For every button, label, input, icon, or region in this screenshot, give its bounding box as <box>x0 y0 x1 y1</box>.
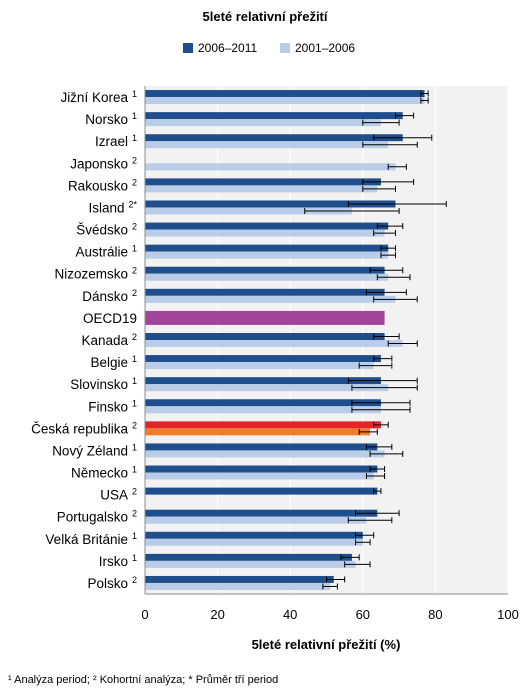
bar-2006-2011 <box>145 266 385 274</box>
x-tick-label: 40 <box>283 607 297 622</box>
bar-2006-2011 <box>145 178 381 186</box>
category-label: Švédsko 2 <box>76 222 137 238</box>
bar-2001-2006 <box>145 207 352 215</box>
bar-2006-2011 <box>145 134 403 142</box>
chart-title: 5leté relativní přežití <box>203 9 328 24</box>
bar-2006-2011 <box>145 531 363 539</box>
x-tick-label: 100 <box>497 607 519 622</box>
category-label: Německo 1 <box>71 465 137 481</box>
bar-2006-2011 <box>145 112 403 120</box>
bar-2001-2006 <box>145 97 425 105</box>
bar-2006-2011 <box>145 244 389 252</box>
category-label: Slovinsko 1 <box>70 376 137 392</box>
category-label: Nizozemsko 2 <box>54 266 137 282</box>
legend-swatch-2006 <box>183 43 193 53</box>
category-label: Austrálie 1 <box>75 244 137 260</box>
bar-2001-2006 <box>145 295 396 303</box>
bar-2006-2011 <box>145 222 389 230</box>
bar-2006-2011 <box>145 443 378 451</box>
bar-2001-2006 <box>145 450 385 458</box>
x-tick-labels: 0 20 40 60 80 100 <box>141 607 518 622</box>
bar-2001-2006 <box>145 251 389 259</box>
category-label: Polsko 2 <box>87 575 137 591</box>
bar-2001-2006 <box>145 362 374 370</box>
bar-2001-2006 <box>145 538 363 546</box>
category-label: Velká Británie 1 <box>45 531 137 547</box>
category-label: Kanada 2 <box>81 332 137 348</box>
bar-2001-2006 <box>145 472 374 480</box>
bar-2001-2006 <box>145 384 389 392</box>
bar-2001-2006 <box>145 406 381 414</box>
legend-swatch-2001 <box>280 43 290 53</box>
category-label: USA 2 <box>100 487 137 503</box>
category-label: Island 2* <box>88 199 137 215</box>
bar-2001-2006 <box>145 340 403 347</box>
bar-2001-2006 <box>145 428 371 436</box>
bar-2006-2011 <box>145 465 378 473</box>
category-label: Norsko 1 <box>85 111 137 127</box>
bar-2006-2011 <box>145 333 385 340</box>
category-label: Belgie 1 <box>90 354 137 370</box>
bar-2006-2011 <box>145 553 352 561</box>
bar-2006-2011 <box>145 90 425 98</box>
bar-2001-2006 <box>145 273 389 281</box>
category-label: Japonsko 2 <box>70 155 137 171</box>
footnote: ¹ Analýza period; ² Kohortní analýza; * … <box>8 674 279 686</box>
category-label: Nový Zéland 1 <box>52 442 137 458</box>
category-label: Dánsko 2 <box>82 288 137 304</box>
x-tick-label: 0 <box>141 607 148 622</box>
x-tick-label: 20 <box>210 607 224 622</box>
category-label: Jižní Korea 1 <box>60 89 137 105</box>
category-label: OECD19 <box>83 311 137 326</box>
category-label: Rakousko 2 <box>68 177 137 193</box>
category-label: Česká republika 2 <box>31 420 137 436</box>
bar-2001-2006 <box>145 229 385 237</box>
category-labels: Jižní Korea 1 Norsko 1 Izrael 1 Japonsko 2 Rakou… <box>31 89 137 591</box>
bar-2006-2011 <box>145 377 381 385</box>
bar-2001-2006 <box>145 560 356 568</box>
bar-2001-2006 <box>145 582 331 590</box>
category-label: Izrael 1 <box>95 133 137 149</box>
bar-oecd19 <box>145 310 385 325</box>
bar-2006-2011 <box>145 355 381 363</box>
x-tick-label: 60 <box>356 607 370 622</box>
x-axis-title: 5leté relativní přežití (%) <box>252 637 401 652</box>
bar-2001-2006 <box>145 516 367 524</box>
error-bars <box>304 90 447 590</box>
category-label: Irsko 1 <box>99 553 137 569</box>
bar-2006-2011 <box>145 509 378 517</box>
category-label: Portugalsko 2 <box>57 509 137 525</box>
bar-2001-2006 <box>145 185 378 193</box>
bars <box>145 90 425 590</box>
bar-2006-2011 <box>145 288 385 296</box>
bar-2006-2011 <box>145 487 378 495</box>
bar-2006-2011 <box>145 200 396 208</box>
legend-label-2006: 2006–2011 <box>198 41 258 55</box>
legend-label-2001: 2001–2006 <box>295 41 355 55</box>
bar-2006-2011 <box>145 575 334 583</box>
category-label: Finsko 1 <box>88 398 137 414</box>
bar-2001-2006 <box>145 141 389 149</box>
bar-2006-2011 <box>145 421 381 429</box>
legend: 2006–2011 2001–2006 <box>183 41 355 55</box>
bar-2001-2006 <box>145 119 381 127</box>
bar-2006-2011 <box>145 399 381 407</box>
bar-2001-2006 <box>145 163 396 171</box>
x-tick-label: 80 <box>428 607 442 622</box>
